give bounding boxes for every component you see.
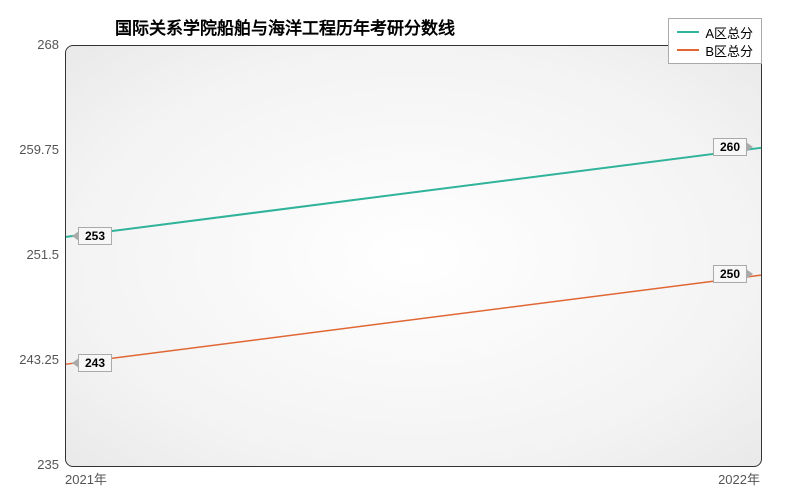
y-tick-label: 251.5 <box>26 247 59 262</box>
y-tick-label: 259.75 <box>19 142 59 157</box>
chart-title: 国际关系学院船舶与海洋工程历年考研分数线 <box>115 14 455 39</box>
legend-item-b: B区总分 <box>677 41 753 59</box>
legend: A区总分 B区总分 <box>668 18 762 64</box>
plot-area <box>65 45 762 467</box>
y-tick-label: 235 <box>37 457 59 472</box>
value-callout: 250 <box>713 265 747 283</box>
series-line <box>66 275 761 364</box>
legend-swatch-a <box>677 31 699 33</box>
y-tick-label: 268 <box>37 37 59 52</box>
x-tick-label: 2022年 <box>718 469 760 488</box>
x-tick-label: 2021年 <box>65 469 107 488</box>
y-tick-label: 243.25 <box>19 352 59 367</box>
series-line <box>66 148 761 237</box>
value-callout: 253 <box>78 227 112 245</box>
value-callout: 260 <box>713 138 747 156</box>
legend-swatch-b <box>677 49 699 51</box>
legend-item-a: A区总分 <box>677 23 753 41</box>
legend-label-b: B区总分 <box>705 41 753 60</box>
chart-container: 国际关系学院船舶与海洋工程历年考研分数线 A区总分 B区总分 235 243.25… <box>0 0 800 500</box>
value-callout: 243 <box>78 354 112 372</box>
series-lines <box>66 46 761 466</box>
legend-label-a: A区总分 <box>705 23 753 42</box>
